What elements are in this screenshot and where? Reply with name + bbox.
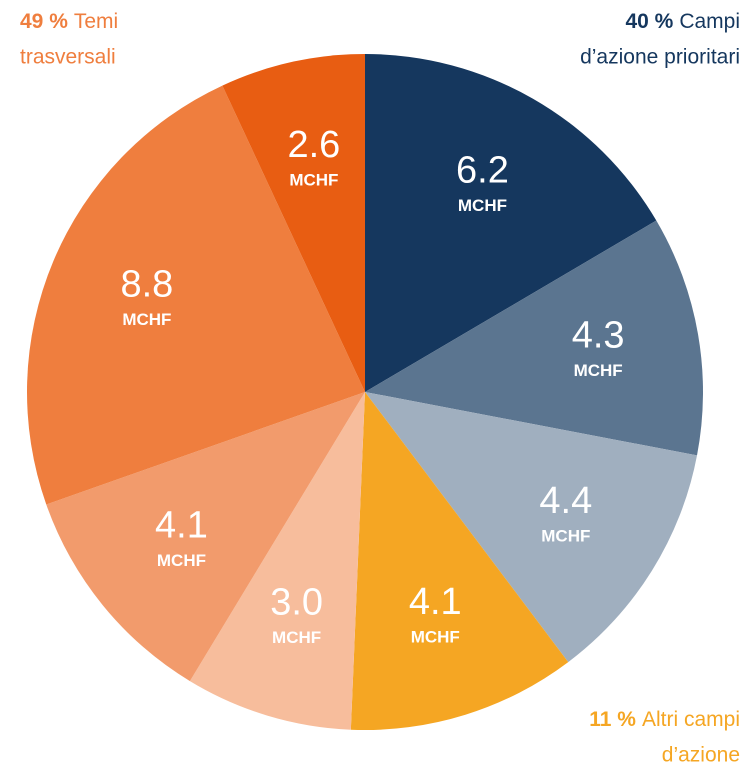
slice-value: 4.3 [572,315,625,357]
slice-unit: MCHF [122,310,171,329]
slice-unit: MCHF [458,196,507,215]
pie-slice [189,392,365,730]
pie-slice [350,392,569,730]
group-name: trasversali [20,46,116,69]
slice-unit: MCHF [411,627,460,646]
slice-value: 4.1 [409,581,462,623]
slice-value: 6.2 [456,150,509,192]
group-name: d’azione [662,744,740,763]
slice-value: 8.8 [120,263,173,305]
pie-slice [365,220,703,456]
group-name: d’azione prioritari [580,46,740,69]
slice-unit: MCHF [574,361,623,380]
group-share: 11 % [589,708,636,731]
group-label: 11 % Altri campi [589,708,740,731]
pie-slice [365,392,698,663]
slice-unit: MCHF [289,170,338,189]
slice-value: 3.0 [270,582,323,624]
slice-value: 4.1 [155,504,208,546]
group-name: Campi [679,10,740,33]
group-label: 49 % Temi [20,10,118,33]
group-share: 49 % [20,10,68,33]
slice-value: 2.6 [287,124,340,166]
pie-slice [222,54,365,392]
slice-unit: MCHF [541,527,590,546]
pie-slice [27,85,366,505]
slice-value: 4.4 [539,480,592,522]
pie-slice [365,54,657,392]
group-name: Temi [74,10,118,33]
slice-unit: MCHF [157,551,206,570]
pie-slice [46,392,366,682]
group-label: 40 % Campi [625,10,740,33]
slice-unit: MCHF [272,628,321,647]
group-share: 40 % [625,10,673,33]
group-name: Altri campi [642,708,740,731]
